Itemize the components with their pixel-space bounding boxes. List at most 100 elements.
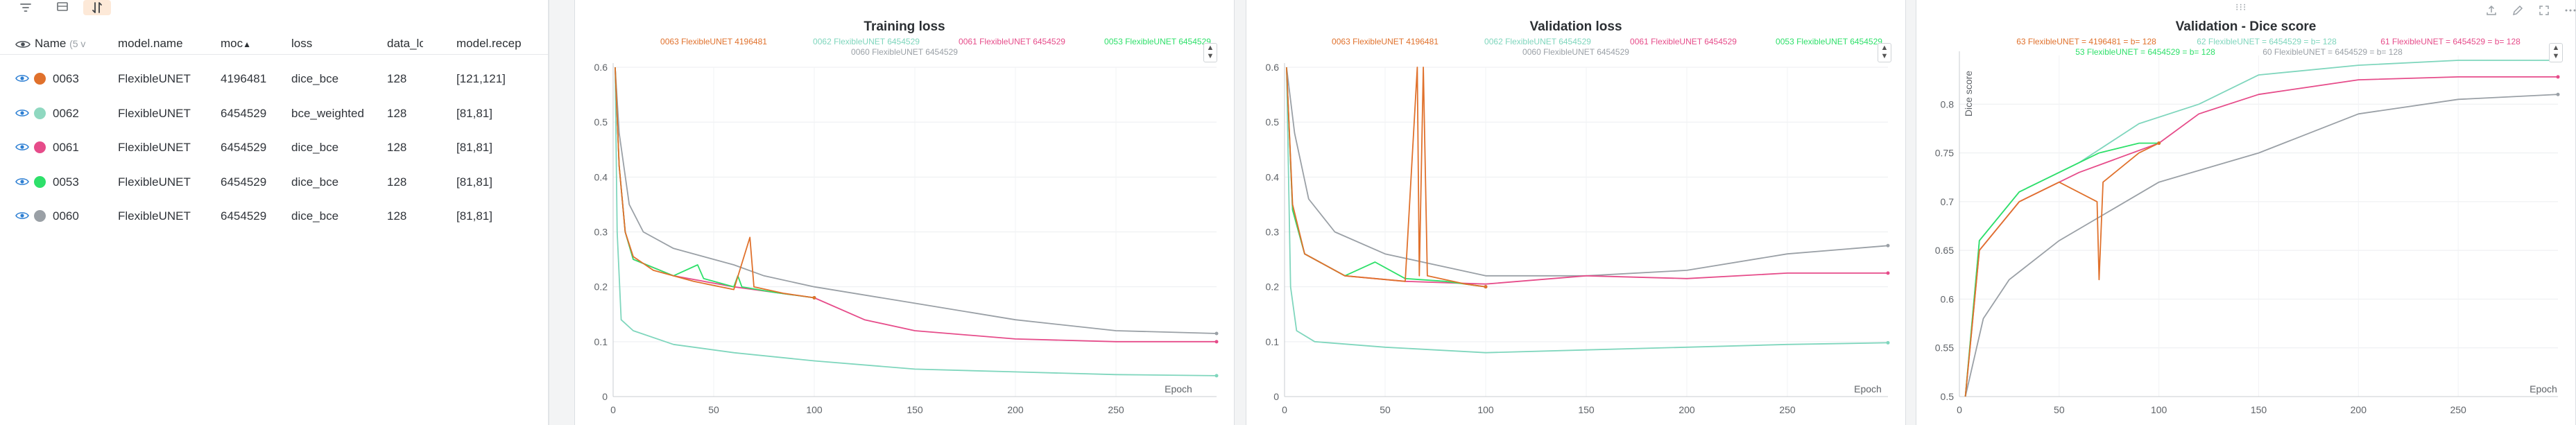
training-loss-panel: Training loss 0063 FlexibleUNET 4196481 0… <box>574 0 1235 425</box>
table-row[interactable]: 0061 FlexibleUNET 6454529 dice_bce 128 [81,81… <box>0 131 548 165</box>
loss-cell: bce_weighted <box>291 107 364 120</box>
legend-entry[interactable]: 0062 FlexibleUNET 6454529 <box>1484 37 1591 46</box>
series-line[interactable] <box>1964 94 2559 397</box>
run-color-dot[interactable] <box>34 141 46 153</box>
model-name-cell: FlexibleUNET <box>118 107 191 120</box>
model-recep-cell: [81,81] <box>456 107 492 120</box>
x-tick-label: 250 <box>1108 404 1124 415</box>
validation-loss-panel: Validation loss 0063 FlexibleUNET 419648… <box>1246 0 1906 425</box>
model-recep-cell: [81,81] <box>456 175 492 189</box>
legend-entry[interactable]: 61 FlexibleUNET = 6454529 = b= 128 <box>2380 37 2521 46</box>
legend-scroll-button[interactable]: ▲ ▼ <box>2549 43 2563 62</box>
y-axis-label: Dice score <box>1963 71 1974 116</box>
eye-icon[interactable] <box>15 73 29 83</box>
run-color-dot[interactable] <box>34 107 46 119</box>
run-color-dot[interactable] <box>34 73 46 85</box>
legend-entry[interactable]: 0060 FlexibleUNET 6454529 <box>851 47 958 57</box>
table-toolbar <box>0 0 548 15</box>
col-loss[interactable]: loss <box>291 37 313 50</box>
legend-entry[interactable]: 0060 FlexibleUNET 6454529 <box>1522 47 1629 57</box>
run-name[interactable]: 0061 <box>53 141 79 154</box>
series-end-point <box>1484 285 1488 289</box>
run-name[interactable]: 0062 <box>53 107 79 120</box>
legend-entry[interactable]: 53 FlexibleUNET = 6454529 = b= 128 <box>2075 47 2215 57</box>
model-recep-cell: [81,81] <box>456 209 492 223</box>
series-line[interactable] <box>1286 67 1889 354</box>
drag-handle[interactable]: ⁝⁝⁝ <box>2235 1 2247 12</box>
legend-entry[interactable]: 0053 FlexibleUNET 6454529 <box>1776 37 1882 46</box>
series-line[interactable] <box>615 67 1217 376</box>
col-name[interactable]: Name (5 v <box>35 37 86 50</box>
moc-cell: 4196481 <box>221 72 267 85</box>
legend-entry[interactable]: 63 FlexibleUNET = 4196481 = b= 128 <box>2016 37 2156 46</box>
series-end-point <box>812 296 816 300</box>
legend-entry[interactable]: 62 FlexibleUNET = 6454529 = b= 128 <box>2197 37 2337 46</box>
eye-icon[interactable] <box>15 177 29 187</box>
x-tick-label: 0 <box>610 404 616 415</box>
col-moc[interactable]: moc▲ <box>221 37 252 50</box>
run-name[interactable]: 0060 <box>53 209 79 223</box>
legend-entry[interactable]: 0061 FlexibleUNET 6454529 <box>1630 37 1737 46</box>
table-row[interactable]: 0060 FlexibleUNET 6454529 dice_bce 128 [81,81… <box>0 200 548 234</box>
table-row[interactable]: 0063 FlexibleUNET 4196481 dice_bce 128 [121,1… <box>0 62 548 96</box>
x-tick-label: 50 <box>708 404 719 415</box>
series-line[interactable] <box>1964 60 2558 397</box>
series-line[interactable] <box>615 67 815 299</box>
series-line[interactable] <box>1286 67 1486 288</box>
col-model-recep[interactable]: model.recep <box>456 37 522 50</box>
y-tick-label: 0.4 <box>1266 171 1280 182</box>
data-loader-cell: 128 <box>387 72 407 85</box>
x-axis-label: Epoch <box>1854 383 1882 394</box>
legend-entry[interactable]: 0061 FlexibleUNET 6454529 <box>959 37 1065 46</box>
moc-cell: 6454529 <box>221 141 267 154</box>
y-tick-label: 0.3 <box>594 227 608 238</box>
run-name[interactable]: 0053 <box>53 175 79 189</box>
edit-icon[interactable] <box>2511 4 2524 17</box>
export-icon[interactable] <box>2485 4 2498 17</box>
eye-icon[interactable] <box>15 108 29 118</box>
col-model-name[interactable]: model.name <box>118 37 183 50</box>
legend-entry[interactable]: 60 FlexibleUNET = 6454529 = b= 128 <box>2262 47 2403 57</box>
fullscreen-icon[interactable] <box>2538 4 2550 17</box>
dice-score-panel: ⁝⁝⁝ Validation - Dice score 63 FlexibleU… <box>1916 0 2576 425</box>
legend-entry[interactable]: 0063 FlexibleUNET 4196481 <box>660 37 767 46</box>
col-data-loader[interactable]: data_lo <box>387 37 423 50</box>
y-tick-label: 0.1 <box>594 336 608 347</box>
legend-scroll-button[interactable]: ▲ ▼ <box>1878 43 1891 62</box>
more-icon[interactable] <box>2564 4 2576 17</box>
run-color-dot[interactable] <box>34 176 46 188</box>
group-button[interactable] <box>49 0 76 15</box>
visibility-all-icon[interactable] <box>15 40 31 49</box>
legend-scroll-button[interactable]: ▲ ▼ <box>1203 43 1217 62</box>
legend-entry[interactable]: 0053 FlexibleUNET 6454529 <box>1104 37 1211 46</box>
table-row[interactable]: 0053 FlexibleUNET 6454529 dice_bce 128 [81,81… <box>0 166 548 200</box>
moc-cell: 6454529 <box>221 175 267 189</box>
series-line[interactable] <box>1964 76 2558 397</box>
series-line[interactable] <box>615 67 815 299</box>
loss-cell: dice_bce <box>291 141 339 154</box>
table-row[interactable]: 0062 FlexibleUNET 6454529 bce_weighted 128 [8… <box>0 97 548 131</box>
series-line[interactable] <box>1286 67 1888 285</box>
series-end-point <box>1886 340 1890 345</box>
series-line[interactable] <box>1286 67 1889 277</box>
series-line[interactable] <box>615 67 1217 334</box>
chart-title: Training loss <box>864 19 945 34</box>
legend-entry[interactable]: 0062 FlexibleUNET 6454529 <box>813 37 920 46</box>
legend-entry[interactable]: 0063 FlexibleUNET 4196481 <box>1332 37 1439 46</box>
table-header: Name (5 v model.name moc▲ loss data_lo m… <box>0 33 548 55</box>
sort-button[interactable] <box>83 0 111 15</box>
y-tick-label: 0.5 <box>594 116 608 128</box>
run-name[interactable]: 0063 <box>53 72 79 85</box>
eye-icon[interactable] <box>15 211 29 220</box>
run-color-dot[interactable] <box>34 210 46 222</box>
data-loader-cell: 128 <box>387 175 407 189</box>
x-tick-label: 100 <box>806 404 823 415</box>
y-tick-label: 0.5 <box>1266 116 1280 128</box>
x-tick-label: 150 <box>1578 404 1595 415</box>
series-line[interactable] <box>1286 67 1486 288</box>
filter-button[interactable] <box>12 0 40 15</box>
eye-icon[interactable] <box>15 142 29 152</box>
series-line[interactable] <box>1964 142 2159 397</box>
series-line[interactable] <box>615 67 1217 342</box>
series-line[interactable] <box>1964 142 2160 397</box>
